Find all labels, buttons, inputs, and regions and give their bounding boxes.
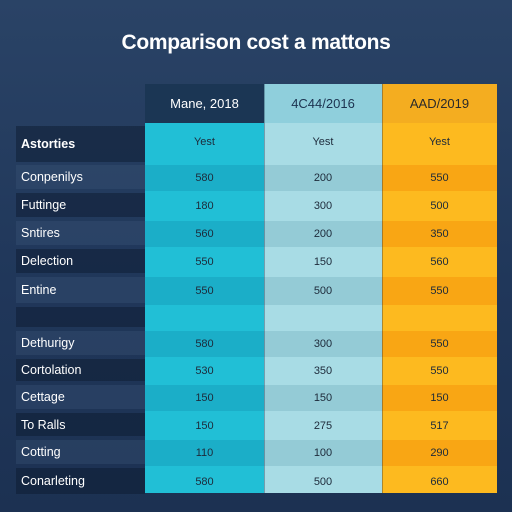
table-cell: 180 — [195, 200, 214, 212]
table-cell: 550 — [430, 365, 449, 377]
column-3: Yest 550 500 350 560 550 550 550 150 517 290 660 — [382, 123, 497, 493]
table-cell: Yest — [312, 136, 334, 148]
table-cell: 150 — [313, 256, 333, 268]
row-label: Cortolation — [16, 359, 145, 381]
table-cell: 517 — [430, 419, 449, 432]
row-label: Conarleting — [16, 468, 145, 494]
table-cell: 580 — [145, 165, 264, 191]
table-cell: 200 — [264, 165, 382, 191]
table-cell: 560 — [145, 221, 264, 247]
table-cell: 350 — [382, 221, 497, 247]
column-header-2: 4C44/2016 — [264, 84, 382, 123]
table-cell — [145, 307, 264, 329]
table-cell: Yest — [193, 136, 215, 148]
table-cell: 290 — [382, 440, 497, 466]
row-label: Cotting — [16, 440, 145, 464]
column-divider — [382, 84, 383, 493]
table-cell — [382, 307, 497, 329]
row-label: Futtinge — [16, 193, 145, 217]
table-cell: 300 — [313, 200, 333, 212]
table-cell: 580 — [195, 476, 214, 488]
table-cell: 110 — [145, 440, 264, 466]
table-cell: 150 — [264, 385, 382, 411]
column-1: Yest 580 180 560 550 550 580 530 150 150 110 580 — [145, 123, 264, 493]
table-cell: 150 — [145, 385, 264, 411]
table-cell: 560 — [430, 256, 449, 268]
table-cell: 550 — [145, 277, 264, 305]
row-label: Astorties — [16, 126, 145, 162]
column-header-1: Mane, 2018 — [145, 84, 264, 123]
column-2: Yest 200 300 200 150 500 300 350 150 275 100 500 — [264, 123, 382, 493]
table-cell: 100 — [264, 440, 382, 466]
page-title: Comparison cost a mattons — [121, 31, 391, 54]
table-cell: 150 — [382, 385, 497, 411]
table-cell: 300 — [264, 331, 382, 357]
table-cell: 550 — [382, 165, 497, 191]
table-cell: 550 — [382, 331, 497, 357]
table-cell: Yest — [428, 136, 450, 148]
table-cell: 275 — [313, 419, 333, 432]
table-cell: 350 — [313, 365, 333, 377]
row-label: Dethurigy — [16, 331, 145, 355]
table-cell: 550 — [382, 277, 497, 305]
row-label: To Ralls — [16, 413, 145, 436]
column-divider — [264, 84, 265, 493]
column-header-3: AAD/2019 — [382, 84, 497, 123]
table-cell: 530 — [195, 365, 214, 377]
table-cell: 660 — [430, 476, 449, 488]
table-cell: 580 — [145, 331, 264, 357]
table-cell: 500 — [313, 476, 333, 488]
row-label: Sntires — [16, 221, 145, 245]
row-label — [16, 307, 145, 327]
table-cell: 550 — [195, 256, 214, 268]
row-label: Entine — [16, 277, 145, 303]
table-cell: 150 — [195, 419, 214, 432]
table-cell: 200 — [264, 221, 382, 247]
row-label: Cettage — [16, 385, 145, 409]
table-cell — [264, 307, 382, 329]
row-label: Delection — [16, 249, 145, 273]
table-cell: 500 — [430, 200, 449, 212]
table-cell: 500 — [264, 277, 382, 305]
row-label: Conpenilys — [16, 165, 145, 189]
